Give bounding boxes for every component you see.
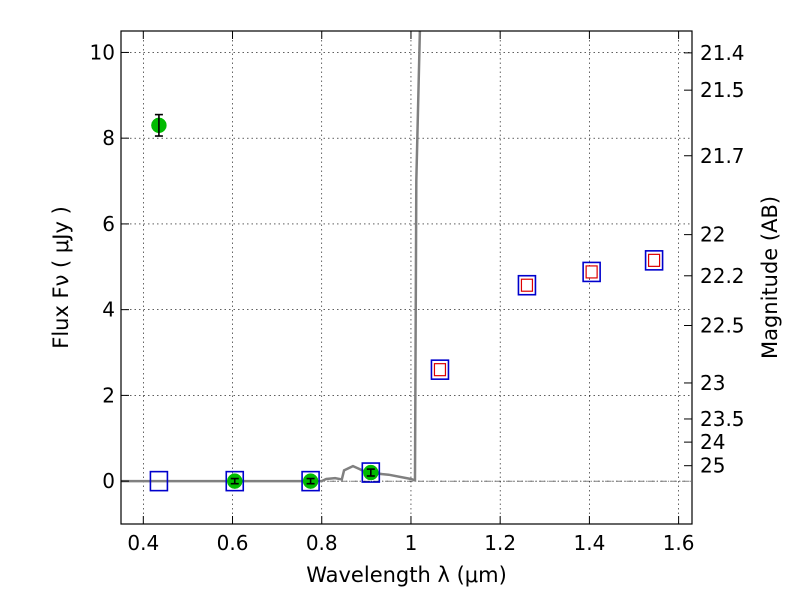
filter-box-marker xyxy=(361,462,381,483)
filter-box-marker xyxy=(149,470,169,492)
filter-box-marker xyxy=(517,274,537,296)
x-tick-label: 1.4 xyxy=(573,531,605,555)
y2-tick-label: 25 xyxy=(700,454,725,478)
y2-tick-label: 21.5 xyxy=(700,78,745,102)
x-axis-title: Wavelength λ (μm) xyxy=(306,563,507,587)
y2-tick-label: 22.2 xyxy=(700,264,745,288)
y2-tick-label: 22.5 xyxy=(700,314,745,338)
y-tick-label: 10 xyxy=(90,40,115,64)
filter-box-marker xyxy=(644,250,664,271)
model-spectrum-line xyxy=(121,31,422,483)
plot-frame xyxy=(120,30,693,525)
y-tick-label: 2 xyxy=(102,383,115,407)
y2-tick-label: 23 xyxy=(700,371,725,395)
model-point-marker xyxy=(585,265,598,279)
x-tick-label: 1 xyxy=(405,531,418,555)
data-layer xyxy=(121,31,664,492)
filter-box-marker xyxy=(225,470,245,492)
x-tick-label: 0.6 xyxy=(217,531,249,555)
x-tick-label: 0.4 xyxy=(127,531,159,555)
x-tick-label: 0.8 xyxy=(306,531,338,555)
model-point-marker xyxy=(647,253,661,267)
model-point-marker xyxy=(433,363,447,377)
y-tick-label: 6 xyxy=(102,212,115,236)
x-tick-label: 1.2 xyxy=(484,531,516,555)
data-clip-group xyxy=(121,31,664,492)
y-axis-title: Flux Fν ( μJy ) xyxy=(49,206,73,349)
x-tick-label: 1.6 xyxy=(663,531,695,555)
filter-box-marker xyxy=(430,359,450,380)
filter-box-marker xyxy=(582,261,601,283)
grid-layer xyxy=(121,31,692,524)
y2-tick-label: 21.7 xyxy=(700,144,745,168)
y-tick-label: 8 xyxy=(102,126,115,150)
model-point-marker xyxy=(520,278,534,292)
y-tick-label: 4 xyxy=(102,298,115,322)
y2-tick-label: 23.5 xyxy=(700,407,745,431)
y2-tick-label: 21.4 xyxy=(700,41,745,65)
y2-tick-label: 24 xyxy=(700,430,725,454)
filter-box-marker xyxy=(301,470,320,492)
y2-tick-label: 22 xyxy=(700,223,725,247)
y2-axis-title: Magnitude (AB) xyxy=(758,196,782,359)
y-tick-label: 0 xyxy=(102,469,115,493)
